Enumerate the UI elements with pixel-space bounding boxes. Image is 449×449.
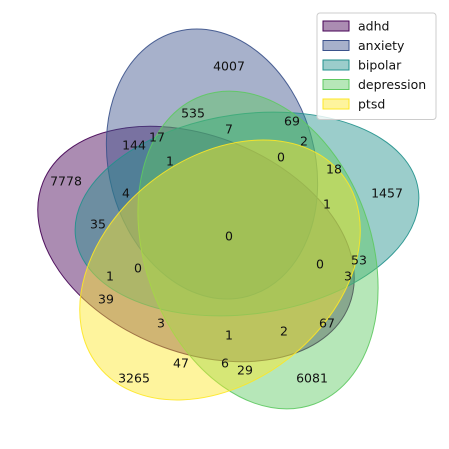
region-label: 47 [173, 356, 189, 371]
region-label: 7778 [50, 174, 82, 189]
legend-swatch-anxiety [322, 40, 350, 51]
legend-label-depression: depression [358, 77, 426, 92]
region-label: 6081 [296, 371, 328, 386]
region-label: 39 [98, 292, 114, 307]
ellipse-ptsd [79, 139, 361, 401]
region-labels: 7778400714576081326514417535769201814135… [50, 59, 403, 386]
ellipse-depression [137, 90, 379, 410]
region-label: 1 [106, 269, 114, 284]
region-label: 69 [284, 114, 300, 129]
region-label: 0 [134, 261, 142, 276]
region-label: 3265 [118, 371, 150, 386]
set-ellipses [37, 28, 420, 410]
ellipse-anxiety [105, 28, 319, 300]
region-label: 1 [166, 154, 174, 169]
region-label: 29 [237, 363, 253, 378]
legend-swatch-adhd [322, 20, 350, 32]
region-label: 535 [181, 106, 205, 121]
ellipse-adhd [37, 125, 355, 363]
region-label: 18 [326, 162, 342, 177]
legend-label-adhd: adhd [358, 19, 389, 34]
legend-label-anxiety: anxiety [358, 38, 405, 53]
region-label: 1 [323, 197, 331, 212]
region-label: 17 [149, 130, 165, 145]
legend-frame [316, 12, 437, 120]
legend-swatch-depression [322, 79, 350, 90]
legend-label-bipolar: bipolar [358, 58, 402, 73]
region-label: 6 [221, 356, 229, 371]
region-label: 0 [225, 229, 233, 244]
region-label: 4007 [213, 59, 245, 74]
region-label: 1457 [371, 186, 403, 201]
legend: adhd anxiety bipolar depression ptsd [316, 12, 437, 120]
region-label: 53 [351, 253, 367, 268]
legend-swatch-bipolar [322, 59, 350, 71]
region-label: 3 [344, 269, 352, 284]
region-label: 1 [225, 328, 233, 343]
region-label: 35 [90, 217, 106, 232]
region-label: 7 [225, 122, 233, 137]
region-label: 2 [280, 324, 288, 339]
region-label: 3 [157, 316, 165, 331]
region-label: 144 [122, 138, 146, 153]
region-label: 0 [277, 150, 285, 165]
legend-swatch-ptsd [322, 98, 350, 110]
region-label: 0 [316, 257, 324, 272]
legend-label-ptsd: ptsd [358, 97, 385, 112]
ellipse-bipolar [74, 111, 420, 317]
region-label: 67 [319, 316, 335, 331]
region-label: 2 [300, 134, 308, 149]
region-label: 4 [122, 186, 130, 201]
